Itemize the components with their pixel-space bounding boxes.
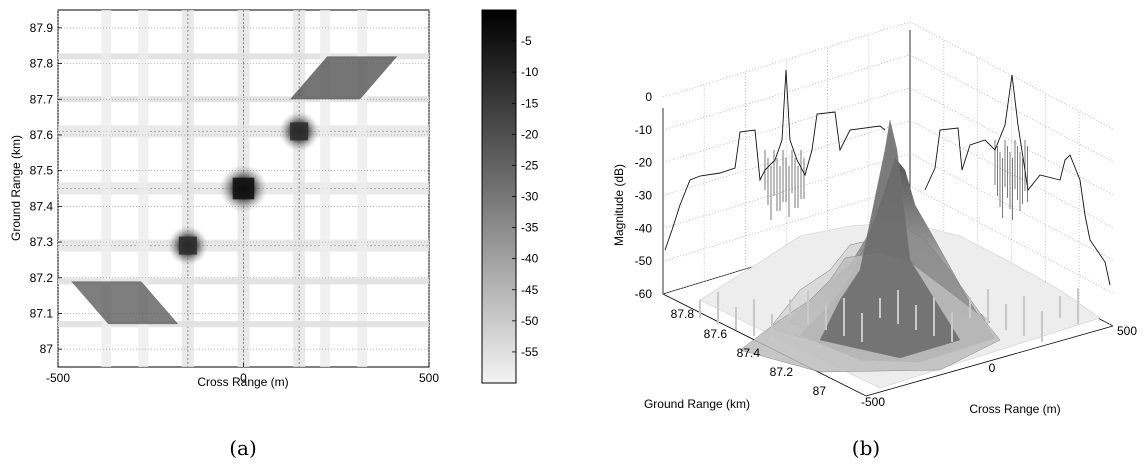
y-tick-label-b-4: 87.8 — [671, 307, 695, 321]
y-tick-label-a-6: 87.6 — [30, 128, 54, 142]
surface-b — [699, 119, 1101, 389]
z-tick-label-b-1: -10 — [635, 123, 653, 137]
y-tick-label-b-0: 87 — [813, 384, 827, 398]
colorbar-tick-label-3: -20 — [521, 127, 539, 141]
colorbar-tick-label-9: -50 — [521, 314, 539, 328]
colorbar-tick-label-6: -35 — [521, 221, 539, 235]
colorbar-tick-label-0: -5 — [521, 34, 532, 48]
smear-sidelobe-1-0 — [58, 278, 429, 285]
colorbar: -5 -10 -15 -20 -25 -30 -35 -40 -45 -50 -55 — [481, 9, 539, 384]
y-tick-label-a-2: 87.2 — [30, 271, 54, 285]
wall-grid-right-5 — [909, 185, 1114, 294]
z-axis-label-b: Magnitude (dB) — [612, 164, 626, 246]
wall-grid-right-4 — [909, 153, 1114, 261]
point-target-core-1 — [290, 122, 309, 141]
smear-sidelobe-0-1 — [58, 96, 429, 103]
colorbar-tick-label-4: -25 — [521, 158, 539, 172]
colorbar-tick-label-10: -55 — [521, 345, 539, 359]
z-tick-label-b-2: -20 — [635, 156, 653, 170]
point-target-core-2 — [178, 236, 197, 255]
point-target-core-0 — [232, 177, 255, 200]
x-tick-label-b-2: 500 — [1117, 324, 1137, 338]
x-tick-label-b-1: 0 — [989, 361, 996, 375]
z-tick-label-b-6: -60 — [635, 287, 653, 301]
colorbar-tick-label-7: -40 — [521, 252, 539, 266]
z-tick-label-b-5: -50 — [635, 254, 653, 268]
z-tick-label-b-4: -40 — [635, 221, 653, 235]
y-tick-label-a-5: 87.5 — [30, 164, 54, 178]
wall-grid-right-1 — [909, 54, 1114, 163]
caption-b: (b) — [852, 436, 880, 460]
z-ticks-b: 0 -10 -20 -30 -40 -50 -60 — [635, 90, 653, 301]
y-axis-label-b: Ground Range (km) — [644, 397, 750, 411]
y-tick-label-b-1: 87.2 — [770, 365, 794, 379]
z-tick-label-b-0: 0 — [645, 90, 652, 104]
wall-grid-left-0 — [662, 21, 911, 98]
x-tick-label-b-0: -500 — [861, 395, 885, 409]
colorbar-tick-label-5: -30 — [521, 190, 539, 204]
colorbar-tick-label-8: -45 — [521, 283, 539, 297]
y-tick-label-a-7: 87.7 — [30, 92, 54, 106]
grid-a — [57, 10, 430, 367]
y-tick-label-b-3: 87.6 — [704, 327, 728, 341]
y-tick-label-a-9: 87.9 — [30, 21, 54, 35]
y-ticks-b: 87 87.2 87.4 87.6 87.8 — [671, 307, 827, 398]
wall-grid-right-3 — [909, 120, 1114, 228]
x-axis-label-a: Cross Range (m) — [197, 375, 288, 389]
smear-sidelobe-0-0 — [58, 53, 429, 60]
cross-range-profile — [924, 74, 1111, 286]
x-tick-label-a-1: 0 — [240, 371, 247, 385]
colorbar-gradient — [481, 9, 517, 384]
wall-grid-left-5 — [662, 185, 911, 262]
y-tick-label-a-8: 87.8 — [30, 57, 54, 71]
ground-range-profile — [664, 69, 886, 251]
x-ticks-a: -500 0 500 — [46, 363, 439, 385]
targets-a — [71, 56, 398, 325]
smeared-target-0 — [290, 56, 398, 100]
caption-a: (a) — [229, 436, 257, 460]
wall-profiles-b — [664, 69, 1111, 286]
panel-b: 0 -10 -20 -30 -40 -50 -60 87 87.2 87.4 87.6 87.8 -… — [612, 21, 1137, 416]
x-tick-label-a-0: -500 — [46, 371, 70, 385]
y-axis-label-a: Ground Range (km) — [9, 135, 23, 241]
x-axis-label-b: Cross Range (m) — [969, 402, 1060, 416]
y-tick-label-a-3: 87.3 — [30, 235, 54, 249]
wall-grid-left-1 — [662, 54, 911, 131]
x-ticks-b: -500 0 500 — [861, 324, 1137, 409]
smear-sidelobe-1-1 — [58, 321, 429, 328]
colorbar-tick-label-2: -15 — [521, 96, 539, 110]
smear-vstreak-0-1 — [320, 10, 331, 367]
y-tick-label-a-0: 87 — [40, 342, 54, 356]
smear-vstreak-1-0 — [101, 10, 112, 367]
smear-vstreak-0-0 — [357, 10, 368, 367]
z-tick-label-b-3: -30 — [635, 189, 653, 203]
colorbar-ticks: -5 -10 -15 -20 -25 -30 -35 -40 -45 -50 -55 — [512, 34, 539, 359]
surface-layer-4 — [819, 119, 961, 359]
smeared-target-1 — [71, 281, 179, 325]
x-tick-label-a-2: 500 — [419, 371, 439, 385]
colorbar-tick-label-1: -10 — [521, 65, 539, 79]
wall-grid-left-4 — [662, 153, 911, 229]
wall-grid-right-2 — [909, 87, 1114, 195]
y-tick-label-a-1: 87.1 — [30, 306, 54, 320]
wall-grid-left-3 — [662, 120, 911, 196]
y-ticks-a: 87 87.1 87.2 87.3 87.4 87.5 87.6 87.7 87.8 87.9 — [30, 21, 62, 356]
wall-grid-left-2 — [662, 87, 911, 163]
panel-a: 87 87.1 87.2 87.3 87.4 87.5 87.6 87.7 87.8 87.9 -… — [9, 9, 439, 389]
smear-vstreak-1-1 — [138, 10, 149, 367]
y-tick-label-b-2: 87.4 — [737, 346, 761, 360]
y-tick-label-a-4: 87.4 — [30, 199, 54, 213]
